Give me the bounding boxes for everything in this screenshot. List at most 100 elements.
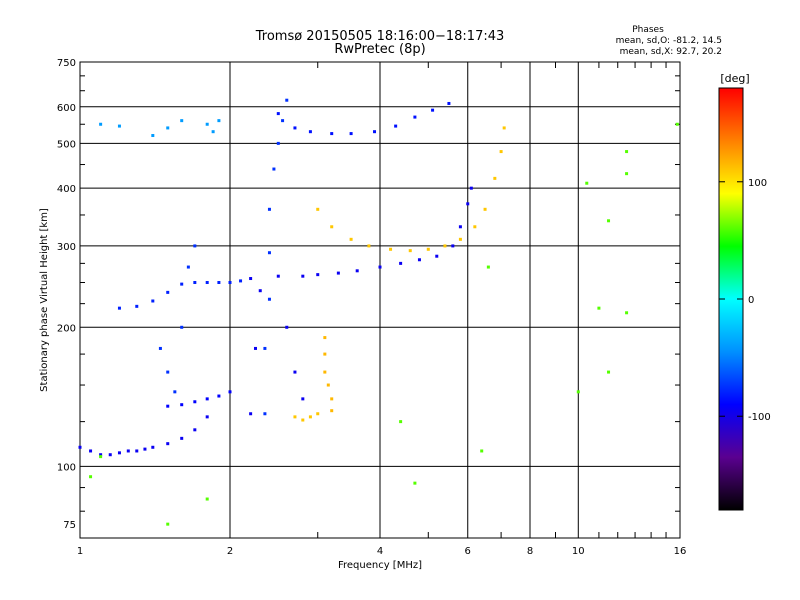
- echo-point: [426, 247, 430, 251]
- y-tick-label: 400: [57, 184, 76, 195]
- echo-point: [151, 299, 155, 303]
- y-axis-ticks: 75 100 200 300 400 500 600 750: [57, 58, 680, 531]
- echo-point: [205, 281, 209, 285]
- y-tick-label: 750: [57, 58, 76, 69]
- echo-point: [228, 281, 232, 285]
- y-tick-label: 600: [57, 103, 76, 114]
- x-tick-label: 6: [465, 546, 471, 557]
- echo-point: [180, 325, 184, 329]
- chart-title: Tromsø 20150505 18:16:00−18:17:43: [255, 29, 505, 44]
- echo-point: [301, 397, 305, 401]
- echo-point: [180, 119, 184, 123]
- x-axis-label: Frequency [MHz]: [338, 560, 422, 571]
- echo-point: [205, 122, 209, 126]
- echo-point: [349, 132, 353, 136]
- echo-point: [326, 383, 330, 387]
- echo-point: [330, 397, 334, 401]
- echo-point: [607, 370, 611, 374]
- echo-point: [186, 265, 190, 269]
- echo-point: [316, 412, 320, 416]
- echo-point: [301, 274, 305, 278]
- echo-point: [228, 390, 232, 394]
- echo-point: [308, 130, 312, 134]
- echo-point: [399, 261, 403, 265]
- echo-point: [447, 101, 451, 105]
- echo-point: [330, 409, 334, 413]
- echo-point: [330, 225, 334, 229]
- echo-point: [173, 390, 177, 394]
- echo-point: [675, 122, 679, 126]
- echo-point: [293, 370, 297, 374]
- y-tick-label: 75: [63, 520, 76, 531]
- echo-point: [480, 449, 484, 453]
- echo-point: [193, 244, 197, 248]
- x-tick-label: 16: [674, 546, 687, 557]
- echo-point: [625, 150, 629, 154]
- echo-point: [78, 445, 82, 449]
- echo-point: [151, 445, 155, 449]
- echo-point: [166, 290, 170, 294]
- echo-point: [316, 207, 320, 211]
- echo-point: [323, 370, 327, 374]
- echo-point: [408, 249, 412, 253]
- echo-point: [180, 436, 184, 440]
- y-tick-label: 100: [57, 462, 76, 473]
- echo-point: [413, 481, 417, 485]
- echo-point: [99, 455, 103, 459]
- y-axis-label: Stationary phase Virtual Height [km]: [39, 208, 50, 392]
- echo-point: [108, 453, 112, 457]
- echo-point: [180, 403, 184, 407]
- x-tick-label: 10: [572, 546, 585, 557]
- echo-point: [193, 428, 197, 432]
- echo-point: [89, 449, 93, 453]
- colorbar: [deg] 100 0 -100: [718, 72, 771, 511]
- echo-point: [417, 258, 421, 262]
- echo-point: [239, 279, 243, 283]
- echo-point: [607, 219, 611, 223]
- echo-point: [336, 271, 340, 275]
- echo-point: [267, 207, 271, 211]
- echo-point: [285, 325, 289, 329]
- echo-point: [217, 281, 221, 285]
- echo-point: [267, 297, 271, 301]
- echo-point: [117, 124, 121, 128]
- echo-point: [597, 306, 601, 310]
- echo-point: [211, 130, 215, 134]
- echo-point: [166, 404, 170, 408]
- echo-point: [249, 277, 253, 281]
- echo-point: [502, 126, 506, 130]
- echo-point: [355, 269, 359, 273]
- x-tick-label: 2: [227, 546, 233, 557]
- echo-point: [389, 247, 393, 251]
- echo-point: [469, 186, 473, 190]
- echo-point: [217, 119, 221, 123]
- echo-point: [458, 237, 462, 241]
- echo-point: [276, 112, 280, 116]
- phases-stats-x: mean, sd,X: 92.7, 20.2: [620, 47, 722, 57]
- echo-point: [458, 225, 462, 229]
- grid-lines: [80, 62, 680, 538]
- echo-point: [316, 273, 320, 277]
- echo-point: [263, 412, 267, 416]
- echo-point: [367, 244, 371, 248]
- echo-point: [249, 412, 253, 416]
- echo-point: [483, 207, 487, 211]
- echo-point: [143, 447, 147, 451]
- y-tick-label: 500: [57, 139, 76, 150]
- echo-point: [166, 442, 170, 446]
- phases-stats-o: mean, sd,O: -81.2, 14.5: [616, 36, 722, 46]
- y-tick-label: 200: [57, 323, 76, 334]
- echo-point: [493, 176, 497, 180]
- colorbar-ticks: 100 0 -100: [719, 178, 771, 423]
- echo-point: [373, 130, 377, 134]
- echo-points: [78, 98, 679, 526]
- echo-point: [166, 126, 170, 130]
- echo-point: [99, 122, 103, 126]
- echo-point: [399, 420, 403, 424]
- echo-point: [253, 346, 257, 350]
- echo-point: [180, 282, 184, 286]
- echo-point: [451, 244, 455, 248]
- echo-point: [99, 453, 103, 457]
- echo-point: [193, 281, 197, 285]
